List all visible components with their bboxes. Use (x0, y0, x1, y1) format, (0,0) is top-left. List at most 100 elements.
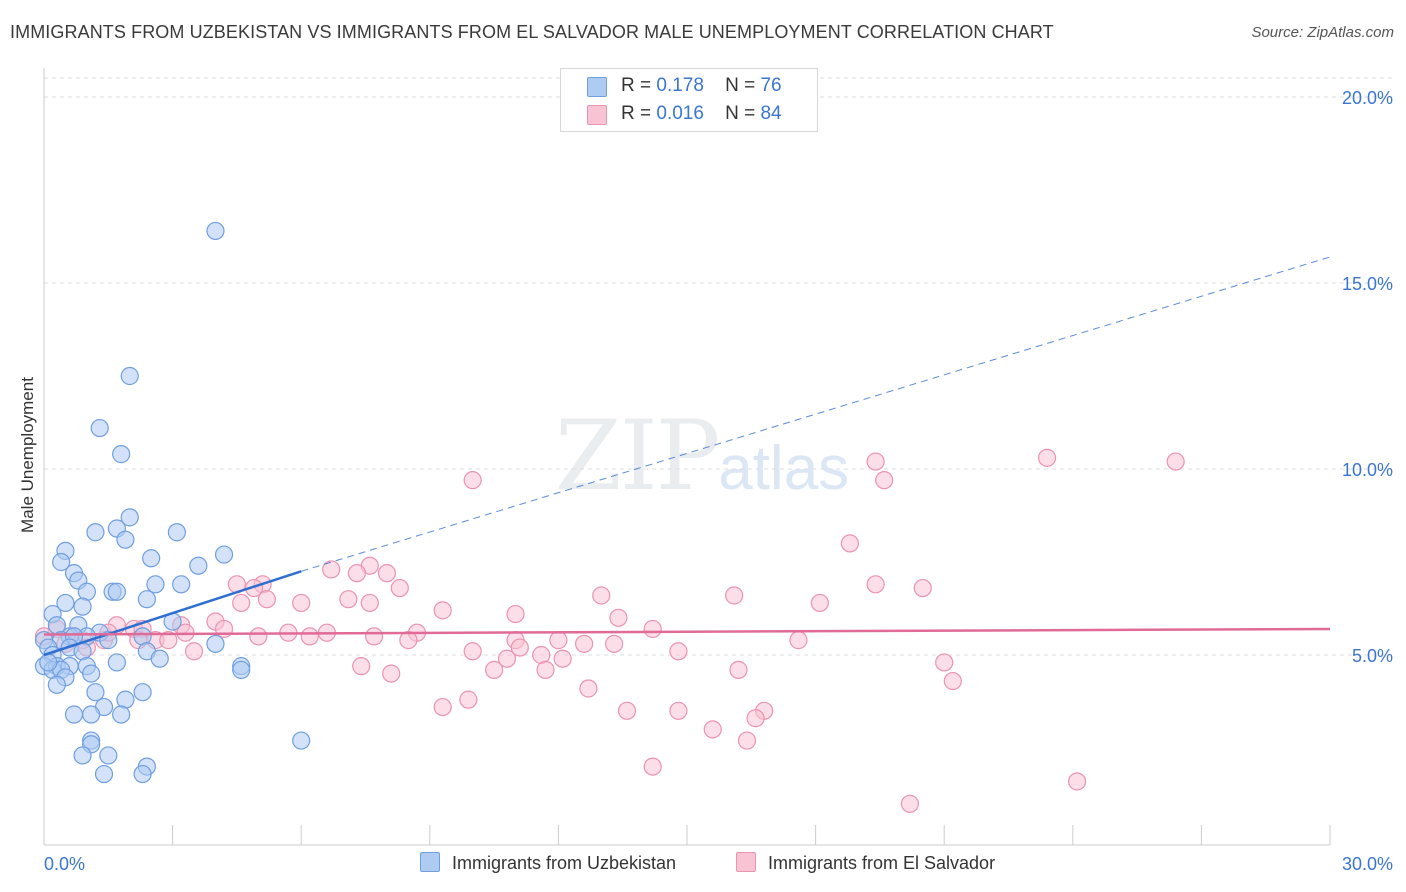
point-el-salvador-78 (900, 794, 920, 813)
point-uzbekistan-70 (94, 764, 114, 784)
point-uzbekistan-42 (150, 649, 169, 668)
point-el-salvador-26 (609, 608, 628, 627)
legend-swatch-pink (587, 105, 607, 125)
axes (43, 68, 1331, 846)
point-el-salvador-7 (322, 560, 341, 579)
tick-labels: 5.0% 10.0% 15.0% 20.0% 0.0% 30.0% (44, 88, 1393, 874)
point-uzbekistan-7 (116, 530, 135, 549)
point-el-salvador-52 (789, 631, 808, 650)
point-uzbekistan-17 (172, 575, 191, 594)
watermark: ZIPatlas (555, 400, 849, 512)
point-el-salvador-8 (377, 564, 397, 583)
point-el-salvador-50 (575, 634, 594, 653)
point-uzbekistan-13 (214, 545, 234, 564)
grid-lines (44, 77, 1395, 656)
point-el-salvador-55 (497, 649, 517, 668)
point-uzbekistan-43 (107, 653, 126, 672)
point-el-salvador-74 (703, 720, 722, 739)
point-el-salvador-77 (1067, 772, 1087, 791)
y-tick-label-5: 5.0% (1352, 646, 1393, 666)
point-el-salvador-14 (866, 575, 885, 594)
point-el-salvador-18 (257, 590, 277, 609)
point-el-salvador-76 (643, 757, 662, 776)
point-el-salvador-24 (433, 601, 452, 620)
y-tick-label-20: 20.0% (1342, 88, 1393, 108)
watermark-zip: ZIP (555, 400, 720, 512)
point-el-salvador-51 (605, 634, 624, 653)
legend-r-label: R = (621, 75, 652, 96)
x-tick-label-min: 0.0% (44, 854, 85, 874)
point-uzbekistan-11 (142, 549, 161, 568)
point-el-salvador-66 (579, 679, 598, 698)
point-uzbekistan-12 (189, 556, 208, 575)
point-el-salvador-1 (866, 452, 885, 471)
point-el-salvador-5 (840, 534, 859, 553)
point-uzbekistan-61 (82, 705, 101, 724)
point-el-salvador-59 (485, 660, 504, 679)
point-el-salvador-70 (617, 701, 637, 720)
point-el-salvador-41 (159, 631, 178, 650)
point-el-salvador-67 (943, 671, 962, 691)
point-el-salvador-3 (1166, 452, 1185, 471)
point-el-salvador-68 (459, 690, 478, 709)
point-uzbekistan-57 (133, 683, 152, 702)
point-el-salvador-20 (360, 593, 379, 613)
point-uzbekistan-23 (137, 590, 156, 609)
legend-n-label: N = (725, 103, 756, 124)
point-el-salvador-19 (339, 590, 358, 609)
point-el-salvador-69 (433, 697, 452, 717)
point-el-salvador-73 (746, 709, 765, 728)
point-el-salvador-16 (592, 586, 611, 605)
point-el-salvador-65 (184, 642, 204, 661)
point-uzbekistan-21 (56, 593, 75, 613)
legend-n-value-1: 76 (760, 75, 782, 96)
point-uzbekistan-67 (73, 746, 92, 765)
source-label: Source: ZipAtlas.com (1251, 24, 1394, 41)
bottom-legend-uzbekistan: Immigrants from Uzbekistan (420, 852, 676, 874)
x-tick-label-max: 30.0% (1342, 854, 1393, 874)
point-uzbekistan-3 (112, 445, 131, 464)
point-el-salvador-45 (300, 627, 319, 646)
legend-r-label: R = (621, 103, 652, 124)
point-el-salvador-49 (549, 631, 568, 650)
point-uzbekistan-54 (82, 664, 101, 683)
point-uzbekistan-0 (206, 221, 225, 241)
bottom-legend-label-2: Immigrants from El Salvador (768, 853, 996, 873)
trend-uzbekistan (43, 570, 302, 657)
point-uzbekistan-36 (206, 634, 225, 653)
legend-n-label: N = (725, 75, 756, 96)
point-el-salvador-63 (352, 657, 371, 676)
point-el-salvador-15 (913, 578, 932, 598)
legend-n-value-2: 84 (760, 103, 782, 124)
legend-r-value-2: 0.016 (656, 103, 704, 124)
point-el-salvador-4 (875, 471, 894, 490)
point-el-salvador-61 (729, 660, 748, 679)
point-el-salvador-0 (463, 471, 482, 490)
point-el-salvador-22 (292, 593, 311, 613)
point-el-salvador-62 (935, 653, 954, 672)
point-uzbekistan-8 (167, 523, 186, 542)
point-uzbekistan-60 (64, 705, 84, 724)
point-uzbekistan-69 (133, 764, 152, 784)
point-el-salvador-54 (669, 642, 688, 661)
point-uzbekistan-55 (47, 675, 66, 694)
point-uzbekistan-22 (73, 597, 92, 616)
correlation-legend: R = 0.178 N = 76 R = 0.016 N = 84 (560, 68, 818, 132)
bottom-legend-swatch-pink (736, 852, 756, 872)
chart-title: IMMIGRANTS FROM UZBEKISTAN VS IMMIGRANTS… (10, 22, 1054, 42)
point-el-salvador-60 (536, 660, 555, 679)
point-uzbekistan-5 (86, 523, 105, 542)
point-uzbekistan-1 (120, 366, 139, 386)
point-el-salvador-21 (232, 593, 251, 613)
point-el-salvador-36 (643, 619, 662, 639)
point-el-salvador-75 (737, 731, 757, 750)
point-uzbekistan-16 (146, 575, 165, 594)
legend-r-value-1: 0.178 (656, 75, 704, 96)
point-uzbekistan-52 (232, 660, 251, 679)
point-uzbekistan-56 (86, 683, 105, 702)
point-el-salvador-53 (463, 642, 482, 661)
point-uzbekistan-62 (112, 705, 131, 724)
point-el-salvador-64 (382, 664, 401, 683)
point-el-salvador-71 (669, 701, 688, 720)
point-el-salvador-46 (364, 627, 384, 646)
